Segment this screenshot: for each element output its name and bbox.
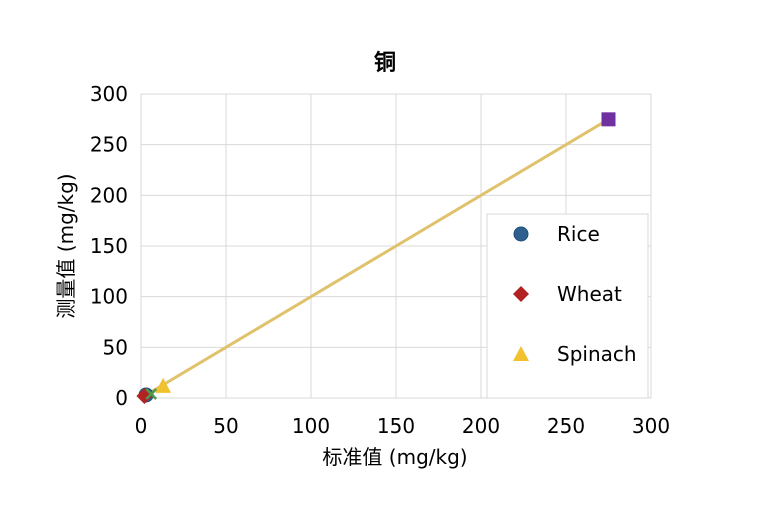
y-tick-label: 50 (103, 335, 128, 359)
legend-label-wheat: Wheat (557, 282, 622, 306)
fit-line (140, 118, 610, 400)
data-point-square (601, 112, 616, 127)
x-tick-label: 300 (632, 414, 670, 438)
legend-label-spinach: Spinach (557, 342, 637, 366)
legend-box (486, 213, 649, 399)
x-axis-title: 标准值 (mg/kg) (322, 445, 467, 469)
data-point-x (145, 388, 158, 400)
legend-label-rice: Rice (557, 222, 600, 246)
x-tick-label: 100 (292, 414, 330, 438)
fit-line-group (140, 118, 610, 400)
y-tick-label: 100 (90, 285, 128, 309)
x-tick-label: 250 (547, 414, 585, 438)
x-tick-label: 200 (462, 414, 500, 438)
y-tick-label: 150 (90, 234, 128, 258)
x-tick-label: 150 (377, 414, 415, 438)
tick-labels: 0 50 100 150 200 250 300 0 50 100 150 200 250 300 (90, 82, 670, 438)
chart-title: 铜 (374, 50, 396, 76)
x-tick-label: 0 (135, 414, 148, 438)
legend: Rice Wheat Spinach (486, 213, 649, 399)
y-tick-label: 200 (90, 183, 128, 207)
data-point-spinach (155, 377, 172, 393)
marker-stroke (145, 388, 158, 400)
legend-marker-spinach (513, 346, 529, 361)
y-tick-label: 300 (90, 82, 128, 106)
x-tick-label: 50 (213, 414, 238, 438)
legend-marker-wheat (513, 286, 529, 302)
y-tick-label: 250 (90, 133, 128, 157)
data-points (136, 112, 616, 404)
legend-marker-rice (513, 226, 529, 242)
y-tick-label: 0 (115, 386, 128, 410)
y-axis-title: 测量值 (mg/kg) (54, 173, 78, 318)
